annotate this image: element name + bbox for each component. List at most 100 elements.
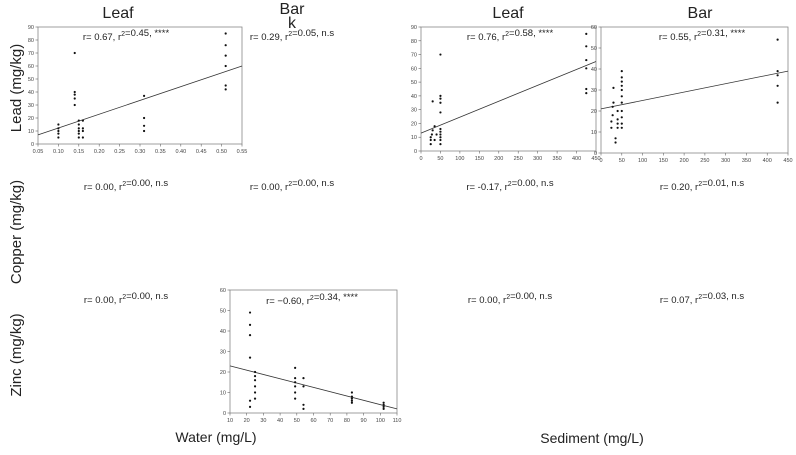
data-point <box>431 100 434 103</box>
x-tick-label: 100 <box>455 156 464 162</box>
data-point <box>77 136 80 139</box>
x-tick-label: 50 <box>437 156 443 162</box>
data-point <box>253 375 257 378</box>
data-point <box>430 133 433 136</box>
data-point <box>616 109 619 113</box>
row-label: Copper (mg/kg) <box>8 180 25 284</box>
data-point <box>620 122 623 125</box>
data-point <box>248 311 252 314</box>
data-point <box>248 323 252 326</box>
y-tick-label: 20 <box>591 109 597 115</box>
y-tick-label: 70 <box>28 51 34 57</box>
y-tick-label: 60 <box>411 66 417 72</box>
data-point <box>776 38 779 41</box>
data-point <box>614 137 617 140</box>
scatter-panels: 0.05 0.10 0.15 0.20 0.25 0.30 0.35 0.40 0.45 0.50… <box>28 25 793 424</box>
x-tick-label: 250 <box>514 156 523 162</box>
data-point <box>253 379 257 382</box>
x-axis-title: Water (mg/L) <box>175 429 256 445</box>
data-point <box>439 111 442 114</box>
data-point <box>620 80 623 83</box>
data-point <box>57 123 60 126</box>
data-point <box>439 133 442 136</box>
data-point <box>439 101 442 104</box>
column-header: Leaf <box>102 5 134 22</box>
y-tick-label: 30 <box>591 88 597 94</box>
y-tick-label: 10 <box>411 135 417 141</box>
x-tick-label: 0.35 <box>155 149 166 155</box>
y-tick-label: 20 <box>411 121 417 127</box>
data-point <box>435 133 438 136</box>
x-tick-label: 100 <box>638 158 647 164</box>
stat-annotation: r= 0.76, r2=0.58, **** <box>467 28 554 43</box>
data-point <box>431 129 434 132</box>
data-point <box>620 109 623 113</box>
stat-annotation: r= 0.00, r2=0.00, n.s <box>84 178 168 193</box>
x-tick-label: 300 <box>533 156 542 162</box>
data-point <box>620 101 623 104</box>
data-point <box>620 70 623 73</box>
x-tick-label: 0 <box>419 156 422 162</box>
y-tick-label: 40 <box>28 90 34 96</box>
x-tick-label: 70 <box>327 418 333 424</box>
data-point <box>294 397 297 400</box>
x-tick-label: 40 <box>277 418 283 424</box>
data-point <box>248 399 252 402</box>
y-tick-label: 40 <box>591 67 597 73</box>
x-tick-label: 0 <box>599 158 602 164</box>
data-point <box>294 391 297 394</box>
x-tick-label: 80 <box>344 418 350 424</box>
y-tick-label: 50 <box>28 77 34 83</box>
data-point <box>142 129 146 133</box>
y-tick-label: 40 <box>220 329 226 335</box>
y-tick-label: 50 <box>220 309 226 315</box>
stat-annotation: r= 0.67, r2=0.45, **** <box>83 28 170 43</box>
data-point <box>439 138 442 142</box>
x-tick-label: 90 <box>361 418 367 424</box>
data-point <box>620 84 623 87</box>
row-labels: Lead (mg/kg) Copper (mg/kg) Zinc (mg/kg) <box>8 44 25 397</box>
data-point <box>614 141 617 144</box>
data-point <box>620 76 623 79</box>
y-tick-label: 20 <box>220 370 226 376</box>
data-point <box>612 86 615 89</box>
x-tick-label: 100 <box>376 418 385 424</box>
data-point <box>294 381 297 384</box>
data-point <box>302 403 305 406</box>
x-tick-label: 10 <box>227 418 233 424</box>
data-point <box>585 45 588 48</box>
data-point <box>585 32 588 35</box>
data-point <box>142 94 146 97</box>
data-point <box>142 116 146 120</box>
data-point <box>439 94 442 97</box>
data-point <box>585 58 588 62</box>
y-tick-label: 60 <box>591 25 597 31</box>
data-point <box>81 136 84 139</box>
y-tick-label: 40 <box>411 94 417 100</box>
data-point <box>616 118 619 121</box>
y-tick-label: 10 <box>591 130 597 136</box>
y-tick-label: 0 <box>223 411 226 417</box>
x-tick-label: 0.10 <box>53 149 64 155</box>
x-tick-label: 60 <box>310 418 316 424</box>
data-point <box>610 126 613 129</box>
data-point <box>433 138 436 142</box>
data-point <box>248 334 252 337</box>
row-label: Zinc (mg/kg) <box>8 313 25 396</box>
data-point <box>350 397 354 400</box>
data-point <box>382 407 385 410</box>
y-tick-label: 90 <box>411 25 417 31</box>
x-tick-label: 400 <box>763 158 772 164</box>
stat-annotation: r= -0.17, r2=0.00, n.s <box>466 178 554 193</box>
data-point <box>611 105 614 108</box>
data-point <box>439 136 442 139</box>
stat-annotation: r= 0.55, r2=0.31, **** <box>659 28 746 43</box>
data-point <box>616 126 619 129</box>
data-point <box>382 405 385 408</box>
x-tick-label: 0.50 <box>216 149 227 155</box>
data-point <box>77 132 80 135</box>
data-point <box>224 54 227 57</box>
x-tick-label: 0.30 <box>135 149 146 155</box>
